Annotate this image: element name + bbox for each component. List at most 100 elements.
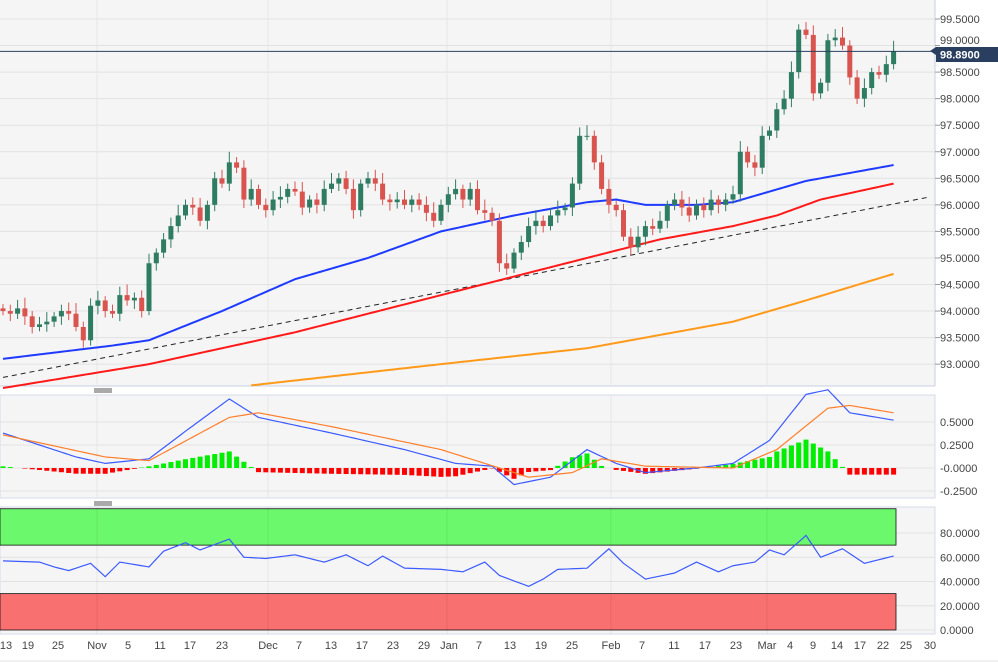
rsi-pane[interactable]: 80.0000 60.0000 40.0000 20.0000 0.0000 <box>0 506 980 637</box>
macd-histogram-bar <box>861 468 867 475</box>
macd-histogram-bar <box>37 468 42 471</box>
price-plot-bg <box>0 0 935 386</box>
rsi-line <box>2 534 894 588</box>
candle-body <box>343 178 349 189</box>
candle <box>380 172 386 205</box>
macd-histogram-bar <box>387 468 393 475</box>
candle <box>219 169 225 188</box>
candle-body <box>847 45 853 78</box>
candle <box>190 197 196 215</box>
candle-body <box>226 162 232 184</box>
trendline <box>2 196 931 378</box>
macd-histogram-bar <box>730 463 736 468</box>
pane-resize-handle[interactable] <box>94 388 112 393</box>
candle <box>95 290 101 315</box>
candle-body <box>876 72 882 75</box>
candle-body <box>562 207 568 211</box>
candle-body <box>197 207 203 221</box>
candle <box>526 217 532 248</box>
macd-histogram-bar <box>29 468 35 470</box>
candle <box>759 126 765 175</box>
price-tick-label: 96.0000 <box>940 200 980 212</box>
candle-body <box>672 199 678 205</box>
candle-body <box>496 220 502 264</box>
pane-resize-handle[interactable] <box>94 501 112 506</box>
candle-body <box>657 220 663 229</box>
candle <box>402 189 407 210</box>
macd-line <box>2 389 894 486</box>
macd-histogram-bar <box>7 467 13 468</box>
macd-pane[interactable]: 0.5000 0.2500 -0.0000 -0.2500 <box>0 389 977 506</box>
candle-body <box>394 199 400 203</box>
macd-tick-label: 0.2500 <box>940 440 974 452</box>
macd-histogram-bar <box>423 468 429 477</box>
macd-histogram-bar <box>314 468 320 474</box>
candle-body <box>431 212 437 221</box>
candle <box>66 302 72 321</box>
candle <box>694 199 699 220</box>
macd-histogram-bar <box>613 468 619 470</box>
signal-line <box>2 404 894 478</box>
macd-histogram-bar <box>402 468 407 475</box>
candle <box>460 184 466 209</box>
macd-histogram-bar <box>562 461 568 468</box>
macd-histogram-bar <box>197 456 203 468</box>
candle <box>445 186 451 213</box>
candle-body <box>504 263 510 269</box>
rsi-tick-label: 20.0000 <box>940 601 980 613</box>
candle <box>883 55 889 83</box>
candle-body <box>621 210 626 237</box>
candle-body <box>15 308 21 314</box>
candle <box>350 179 356 219</box>
candle <box>263 198 269 218</box>
candle-body <box>51 316 57 322</box>
candle <box>475 180 480 215</box>
candle <box>591 130 597 170</box>
price-pane[interactable]: 99.5000 99.0000 98.5000 98.0000 97.5000 97.00… <box>0 0 980 393</box>
candle <box>511 248 517 273</box>
candle-body <box>168 226 174 240</box>
macd-histogram-bar <box>321 468 327 474</box>
macd-histogram-bar <box>621 468 626 471</box>
candle <box>139 290 145 318</box>
candle <box>767 126 772 141</box>
candle-body <box>577 135 583 184</box>
candle <box>73 303 79 332</box>
macd-histogram-bar <box>22 468 28 469</box>
candle-body <box>146 263 152 312</box>
macd-histogram-bar <box>51 468 57 472</box>
x-tick-label: Nov <box>87 640 107 652</box>
candle <box>548 208 553 231</box>
macd-histogram-bar <box>518 468 524 476</box>
x-tick-label: 29 <box>418 640 430 652</box>
macd-histogram-bar <box>664 468 670 472</box>
candle-body <box>416 199 422 205</box>
candle <box>504 253 510 275</box>
candle <box>80 321 86 348</box>
candle-body <box>277 196 283 200</box>
candle-body <box>861 88 867 99</box>
candle <box>153 248 159 271</box>
price-tick-label: 96.5000 <box>940 173 980 185</box>
candle <box>204 200 210 230</box>
candle-body <box>292 188 298 192</box>
candle-body <box>606 188 612 205</box>
macd-histogram-bar <box>248 466 254 468</box>
rsi-tick-label: 40.0000 <box>940 577 980 589</box>
candle <box>569 177 575 217</box>
macd-histogram-bar <box>759 458 765 468</box>
candle-body <box>708 199 714 211</box>
candle <box>723 193 729 212</box>
macd-histogram-bar <box>555 465 561 468</box>
candle-body <box>402 199 407 205</box>
macd-histogram-bar <box>584 453 590 468</box>
candle-body <box>88 305 94 341</box>
candle-body <box>183 204 188 216</box>
macd-histogram-bar <box>358 468 364 475</box>
candle <box>613 200 619 217</box>
candle <box>701 197 707 218</box>
candle-body <box>599 162 605 189</box>
candle-body <box>555 210 561 216</box>
candle-body <box>7 311 13 314</box>
macd-histogram-bar <box>285 468 291 473</box>
